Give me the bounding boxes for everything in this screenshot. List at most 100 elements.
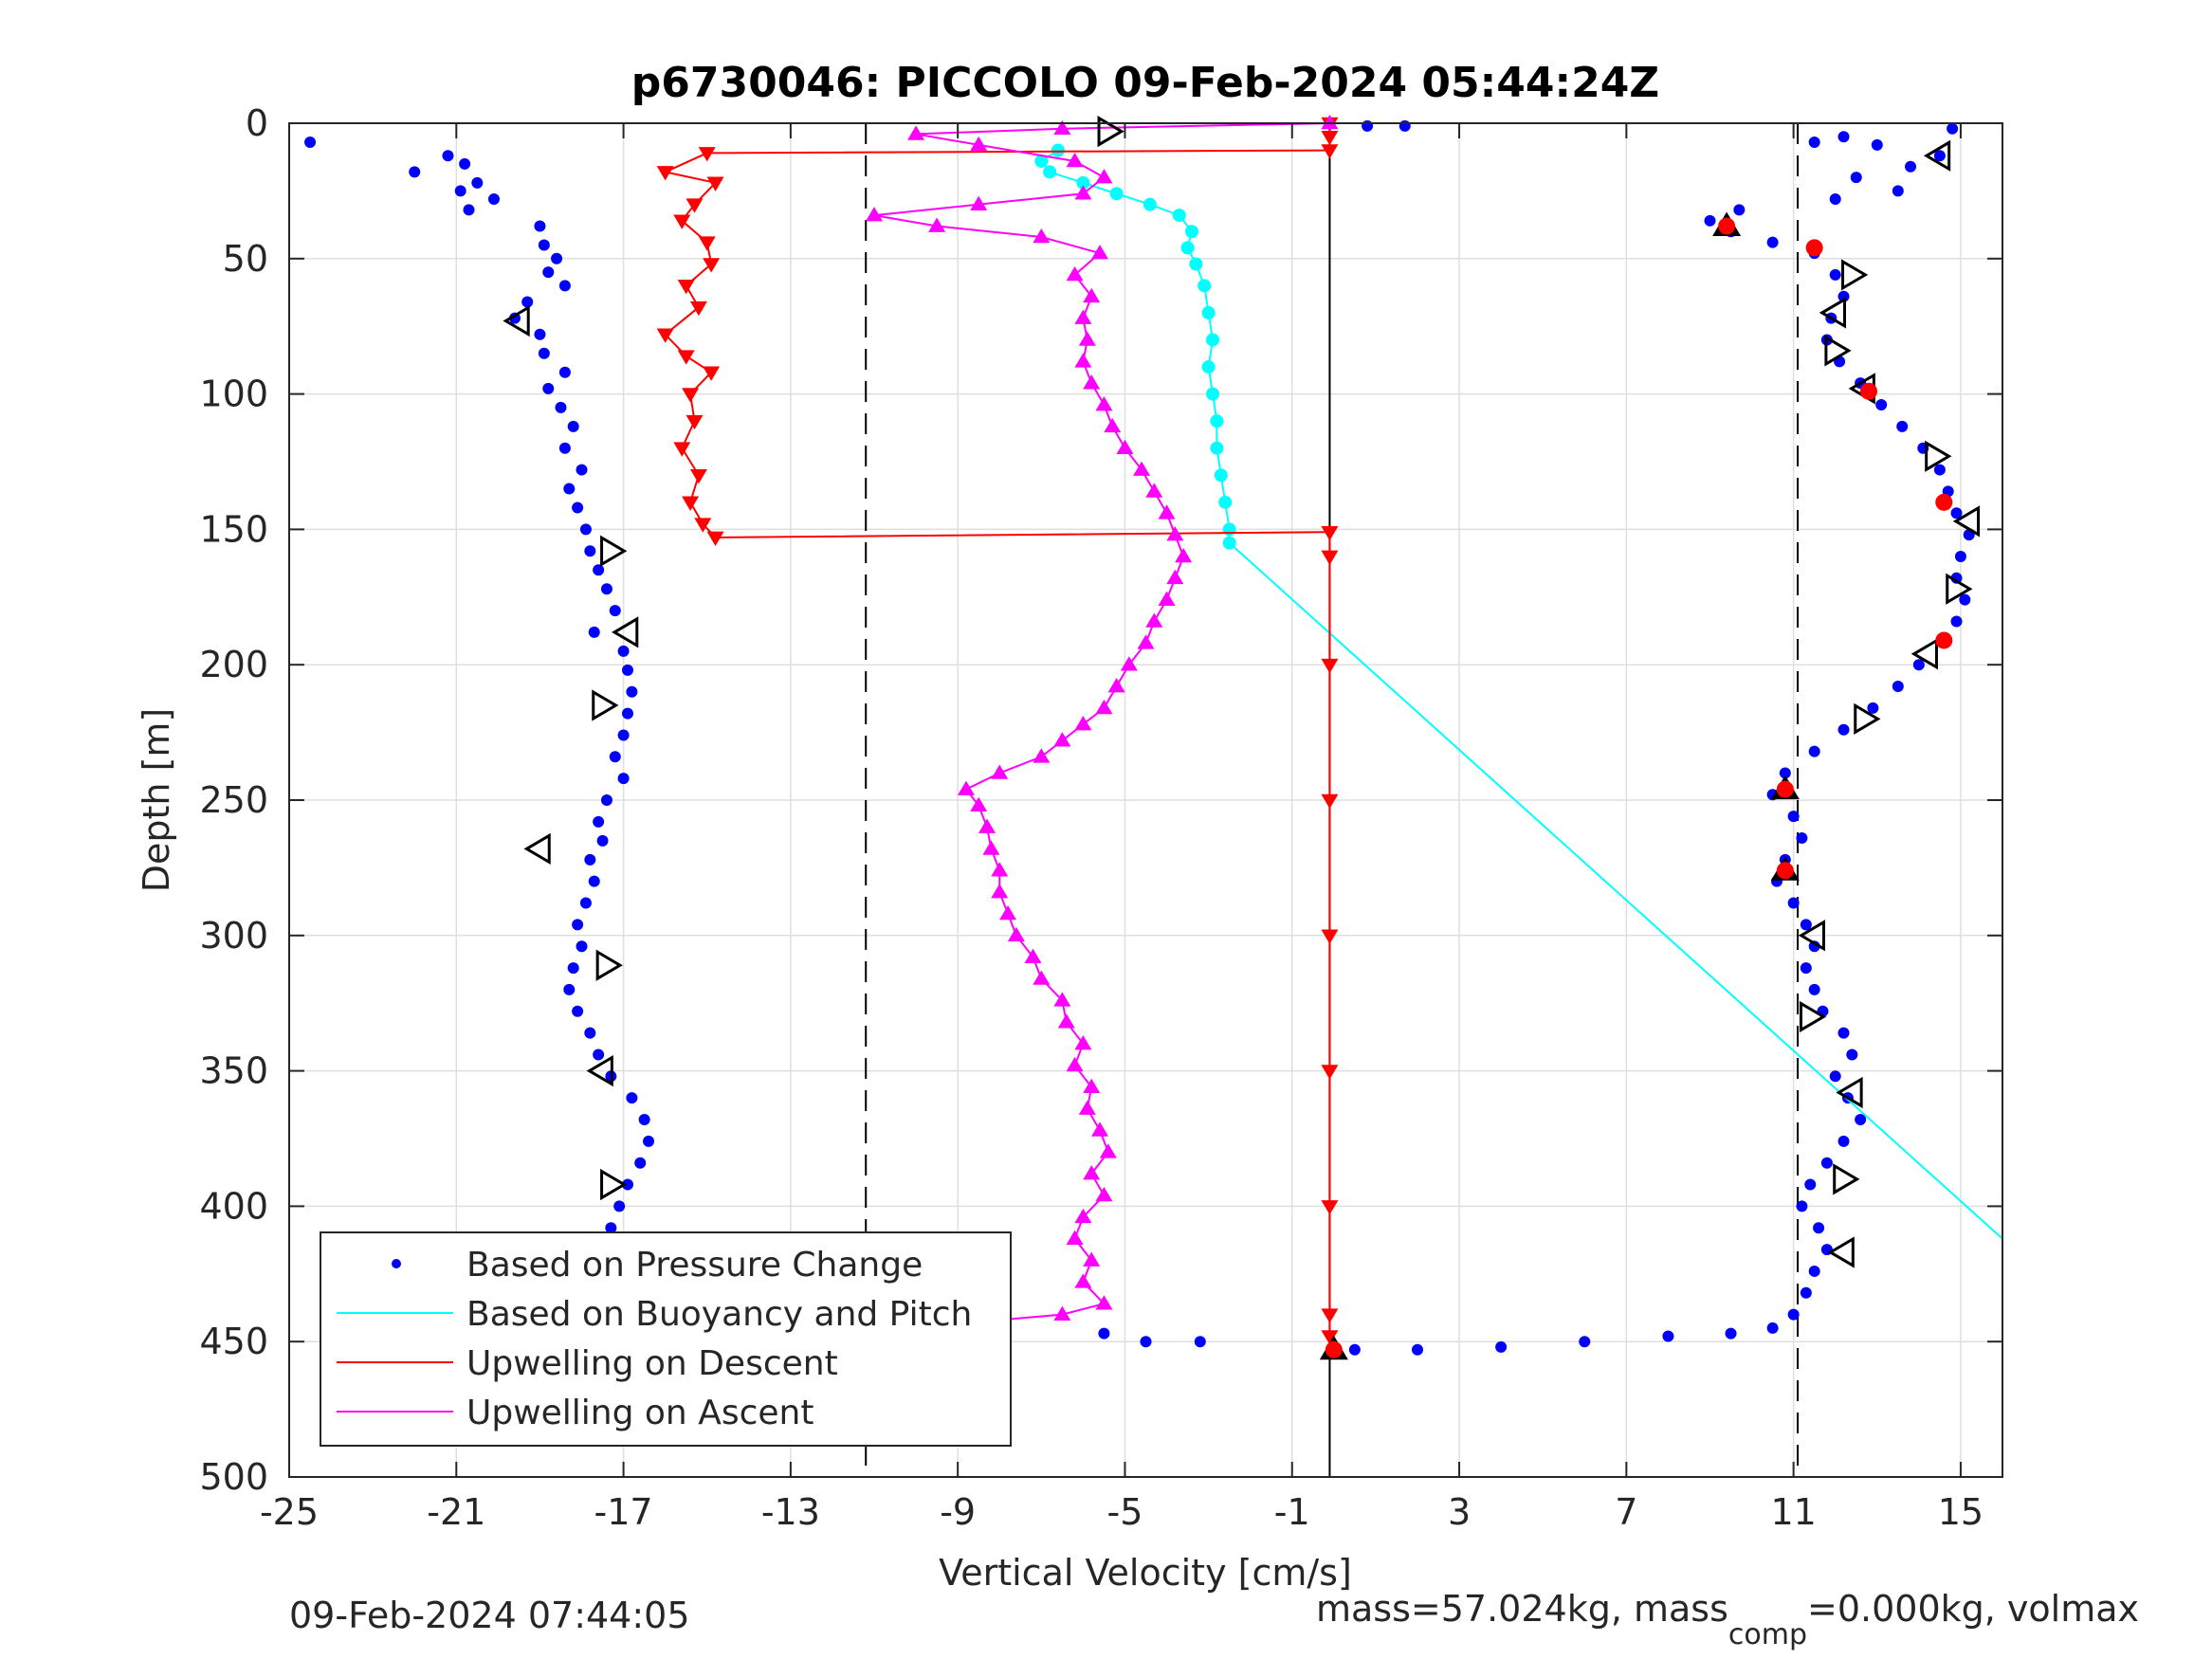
pressure-point <box>621 707 633 720</box>
pressure-point <box>600 794 612 806</box>
buoyancy-point <box>1184 225 1198 239</box>
pressure-point <box>459 157 471 170</box>
upwelling-marker <box>1074 185 1092 200</box>
upwelling-marker <box>1321 144 1339 159</box>
open-triangle-marker <box>592 689 619 721</box>
pressure-point <box>621 1178 633 1191</box>
pressure-point <box>534 328 546 340</box>
pressure-point <box>1800 919 1812 931</box>
y-tick-label: 350 <box>199 1050 268 1092</box>
pressure-point <box>1850 172 1862 184</box>
red-circle-marker <box>1776 862 1794 880</box>
upwelling-marker <box>1104 417 1122 433</box>
buoyancy-point <box>1189 257 1203 271</box>
upwelling-marker <box>1074 309 1092 324</box>
pressure-point <box>1704 214 1716 227</box>
upwelling-marker <box>1033 748 1051 763</box>
legend-item: Upwelling on Descent <box>337 1344 838 1383</box>
pressure-point <box>1800 962 1812 975</box>
pressure-point <box>1829 268 1841 281</box>
upwelling-marker <box>682 496 700 511</box>
pressure-point <box>1846 1048 1858 1061</box>
pressure-point <box>1787 897 1800 909</box>
legend-box <box>320 1231 1012 1447</box>
upwelling-marker <box>1095 169 1113 184</box>
pressure-point <box>409 166 421 178</box>
upwelling-marker <box>1321 1065 1339 1080</box>
pressure-point <box>1837 290 1850 302</box>
upwelling-marker <box>1083 1251 1101 1267</box>
pressure-point <box>1871 138 1883 151</box>
pressure-point <box>588 875 600 887</box>
pressure-point <box>1855 1114 1867 1126</box>
pressure-point <box>572 919 584 931</box>
x-tick-label: -13 <box>761 1491 820 1533</box>
buoyancy-point <box>1210 414 1224 428</box>
legend-label: Based on Buoyancy and Pitch <box>466 1295 972 1334</box>
pressure-point <box>1362 119 1374 132</box>
upwelling-marker <box>1166 526 1184 541</box>
upwelling-marker <box>1095 1186 1113 1202</box>
open-triangle-marker <box>503 304 530 337</box>
pressure-point <box>621 664 633 676</box>
series-2 <box>1362 119 1975 1321</box>
pressure-point <box>1808 136 1820 148</box>
x-tick-label: 11 <box>1770 1491 1816 1533</box>
red-circle-marker <box>1718 217 1736 235</box>
pressure-point <box>463 204 475 216</box>
y-tick-label: 300 <box>199 915 268 957</box>
upwelling-marker <box>970 796 988 812</box>
pressure-point <box>605 1222 617 1234</box>
pressure-point <box>576 464 588 476</box>
upwelling-marker <box>1095 1295 1113 1310</box>
upwelling-marker <box>689 468 707 484</box>
buoyancy-point <box>1214 468 1228 483</box>
pressure-point <box>579 523 592 536</box>
y-axis-label: Depth [m] <box>136 708 177 893</box>
upwelling-marker <box>1321 1330 1339 1345</box>
upwelling-marker <box>957 780 975 795</box>
upwelling-marker <box>706 531 724 546</box>
pressure-point <box>1837 1027 1850 1039</box>
open-triangle-marker <box>1798 920 1825 952</box>
upwelling-marker <box>1066 265 1084 282</box>
pressure-point <box>1398 119 1411 132</box>
upwelling-marker <box>1074 1035 1092 1050</box>
upwelling-marker <box>686 414 704 430</box>
mass-text-suffix: =0.000kg, volmax <box>1807 1588 2139 1630</box>
upwelling-marker <box>706 176 724 191</box>
pressure-point <box>563 483 576 495</box>
pressure-point <box>1796 831 1808 844</box>
legend-swatch <box>392 1259 401 1268</box>
pressure-point <box>584 853 596 866</box>
pressure-point <box>576 940 588 953</box>
upwelling-marker <box>1133 461 1151 476</box>
pressure-point <box>643 1135 655 1147</box>
pressure-point <box>1837 723 1850 736</box>
x-tick-label: 15 <box>1938 1491 1983 1533</box>
upwelling-marker <box>656 166 674 181</box>
pressure-point <box>1875 399 1888 411</box>
footer-timestamp: 09-Feb-2024 07:44:05 <box>289 1595 690 1636</box>
upwelling-marker <box>1074 353 1092 368</box>
upwelling-marker <box>999 904 1017 921</box>
y-tick-label: 450 <box>199 1321 268 1362</box>
x-tick-label: -1 <box>1274 1491 1310 1533</box>
upwelling-marker <box>1321 793 1339 809</box>
buoyancy-point <box>1109 187 1124 201</box>
upwelling-marker <box>1137 634 1155 649</box>
upwelling-marker <box>698 147 716 162</box>
open-triangle-marker <box>1833 1163 1860 1195</box>
pressure-point <box>1348 1343 1361 1356</box>
pressure-point <box>542 266 555 279</box>
upwelling-marker <box>1083 374 1101 390</box>
pressure-point <box>1411 1343 1423 1356</box>
open-triangle-marker <box>1819 297 1847 329</box>
open-triangle-marker <box>1946 573 1973 605</box>
legend-label: Based on Pressure Change <box>466 1246 923 1285</box>
pressure-point <box>442 150 454 162</box>
upwelling-marker <box>656 328 674 343</box>
open-triangle-marker <box>1824 335 1852 367</box>
open-triangle-marker <box>1854 702 1881 735</box>
open-triangle-marker <box>523 832 551 866</box>
